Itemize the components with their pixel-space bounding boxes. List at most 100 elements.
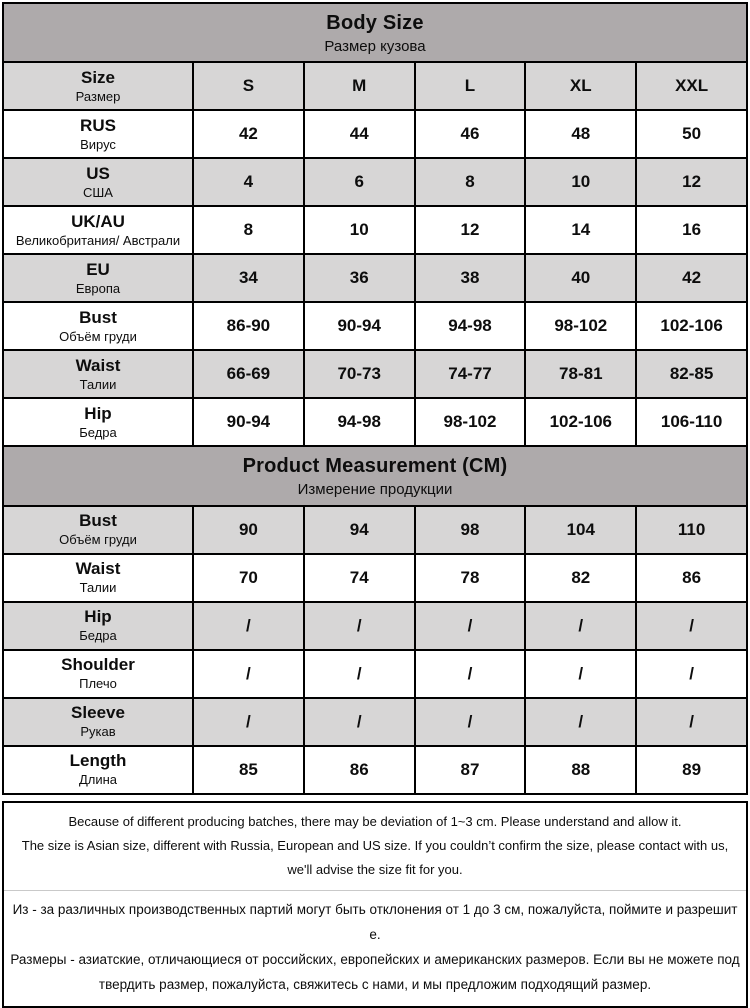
table-row: Waist Талии 70 74 78 82 86 (2, 552, 748, 603)
row-label-en: Size (80, 68, 116, 88)
row-label-en: Length (69, 751, 127, 771)
row-label-en: US (86, 164, 110, 184)
value-cell: 102-106 (524, 397, 638, 448)
row-label: Waist Талии (2, 349, 194, 400)
row-label-ru: Великобритания/ Австрали (15, 233, 181, 249)
row-label-ru: Бедра (79, 425, 117, 441)
value-cell: 40 (524, 253, 638, 304)
value-cell: 38 (413, 253, 527, 304)
row-label-ru: Европа (75, 281, 121, 297)
row-label-en: RUS (80, 116, 116, 136)
table-row: UK/AU Великобритания/ Австрали 8 10 12 14 16 (2, 205, 748, 256)
value-cell: 6 (302, 157, 416, 208)
row-label-ru: Вирус (80, 137, 116, 153)
value-cell: 87 (413, 744, 527, 795)
value-cell: / (302, 696, 416, 747)
value-cell: / (192, 696, 305, 747)
value-cell: 90-94 (192, 397, 305, 448)
value-cell: 36 (302, 253, 416, 304)
value-cell: 42 (192, 109, 305, 160)
row-label: UK/AU Великобритания/ Австрали (2, 205, 194, 256)
value-cell: / (635, 696, 748, 747)
row-label: Size Размер (2, 61, 194, 112)
row-label: Bust Объём груди (2, 301, 194, 352)
value-cell: 90 (192, 504, 305, 555)
row-label: EU Европа (2, 253, 194, 304)
value-cell: 102-106 (635, 301, 748, 352)
value-cell: 66-69 (192, 349, 305, 400)
value-cell: 74-77 (413, 349, 527, 400)
row-label-ru: США (83, 185, 113, 201)
product-measurement-header: Product Measurement (CM) Измерение проду… (2, 445, 748, 507)
table-row: RUS Вирус 42 44 46 48 50 (2, 109, 748, 160)
row-label-ru: Талии (79, 377, 117, 393)
table-row: Sleeve Рукав / / / / / (2, 696, 748, 747)
notes-box: Because of different producing batches, … (2, 800, 748, 1008)
value-cell: 50 (635, 109, 748, 160)
row-label-en: EU (86, 260, 110, 280)
value-cell: 12 (635, 157, 748, 208)
row-label-ru: Бедра (79, 628, 117, 644)
row-label-ru: Рукав (80, 724, 116, 740)
row-label: Shoulder Плечо (2, 648, 194, 699)
value-cell: 98 (413, 504, 527, 555)
value-cell: 78 (413, 552, 527, 603)
value-cell: / (524, 648, 638, 699)
value-cell: 10 (302, 205, 416, 256)
value-cell: 88 (524, 744, 638, 795)
value-cell: / (524, 600, 638, 651)
row-label-ru: Плечо (79, 676, 117, 692)
row-label-ru: Длина (78, 772, 118, 788)
row-label: Bust Объём груди (2, 504, 194, 555)
body-size-header: Body Size Размер кузова (2, 2, 748, 64)
body-size-title: Body Size (326, 12, 424, 34)
value-cell: 70-73 (302, 349, 416, 400)
row-label-en: Hip (84, 607, 112, 627)
product-measurement-table: Bust Объём груди 90 94 98 104 110 Waist Талии 70 7… (2, 504, 748, 795)
value-cell: / (413, 648, 527, 699)
note-paragraph-english: The size is Asian size, different with R… (21, 837, 729, 877)
value-cell: 82-85 (635, 349, 748, 400)
value-cell: XL (524, 61, 638, 112)
value-cell: 8 (192, 205, 305, 256)
value-cell: 94-98 (413, 301, 527, 352)
table-row: Shoulder Плечо / / / / / (2, 648, 748, 699)
value-cell: / (413, 696, 527, 747)
value-cell: 94 (302, 504, 416, 555)
table-row: EU Европа 34 36 38 40 42 (2, 253, 748, 304)
row-label-en: Bust (79, 511, 117, 531)
value-cell: / (524, 696, 638, 747)
body-size-subtitle: Размер кузова (324, 38, 426, 55)
value-cell: 46 (413, 109, 527, 160)
value-cell: 8 (413, 157, 527, 208)
value-cell: 70 (192, 552, 305, 603)
value-cell: 86 (635, 552, 748, 603)
table-row: Waist Талии 66-69 70-73 74-77 78-81 82-85 (2, 349, 748, 400)
table-row: Bust Объём груди 86-90 90-94 94-98 98-102 102-… (2, 301, 748, 352)
value-cell: L (413, 61, 527, 112)
row-label-en: Hip (84, 404, 112, 424)
value-cell: 14 (524, 205, 638, 256)
value-cell: 104 (524, 504, 638, 555)
row-label-ru: Объём груди (59, 329, 137, 345)
table-row: Bust Объём груди 90 94 98 104 110 (2, 504, 748, 555)
value-cell: 89 (635, 744, 748, 795)
row-label-ru: Размер (75, 89, 121, 105)
value-cell: 16 (635, 205, 748, 256)
value-cell: / (413, 600, 527, 651)
value-cell: 44 (302, 109, 416, 160)
row-label: RUS Вирус (2, 109, 194, 160)
product-measurement-subtitle: Измерение продукции (297, 481, 453, 499)
value-cell: 86 (302, 744, 416, 795)
value-cell: 106-110 (635, 397, 748, 448)
row-label: US США (2, 157, 194, 208)
notes-english: Because of different producing batches, … (4, 803, 746, 891)
value-cell: 10 (524, 157, 638, 208)
value-cell: M (302, 61, 416, 112)
row-label-en: Bust (79, 308, 117, 328)
value-cell: 4 (192, 157, 305, 208)
row-label: Waist Талии (2, 552, 194, 603)
row-label-en: UK/AU (71, 212, 125, 232)
value-cell: / (192, 600, 305, 651)
